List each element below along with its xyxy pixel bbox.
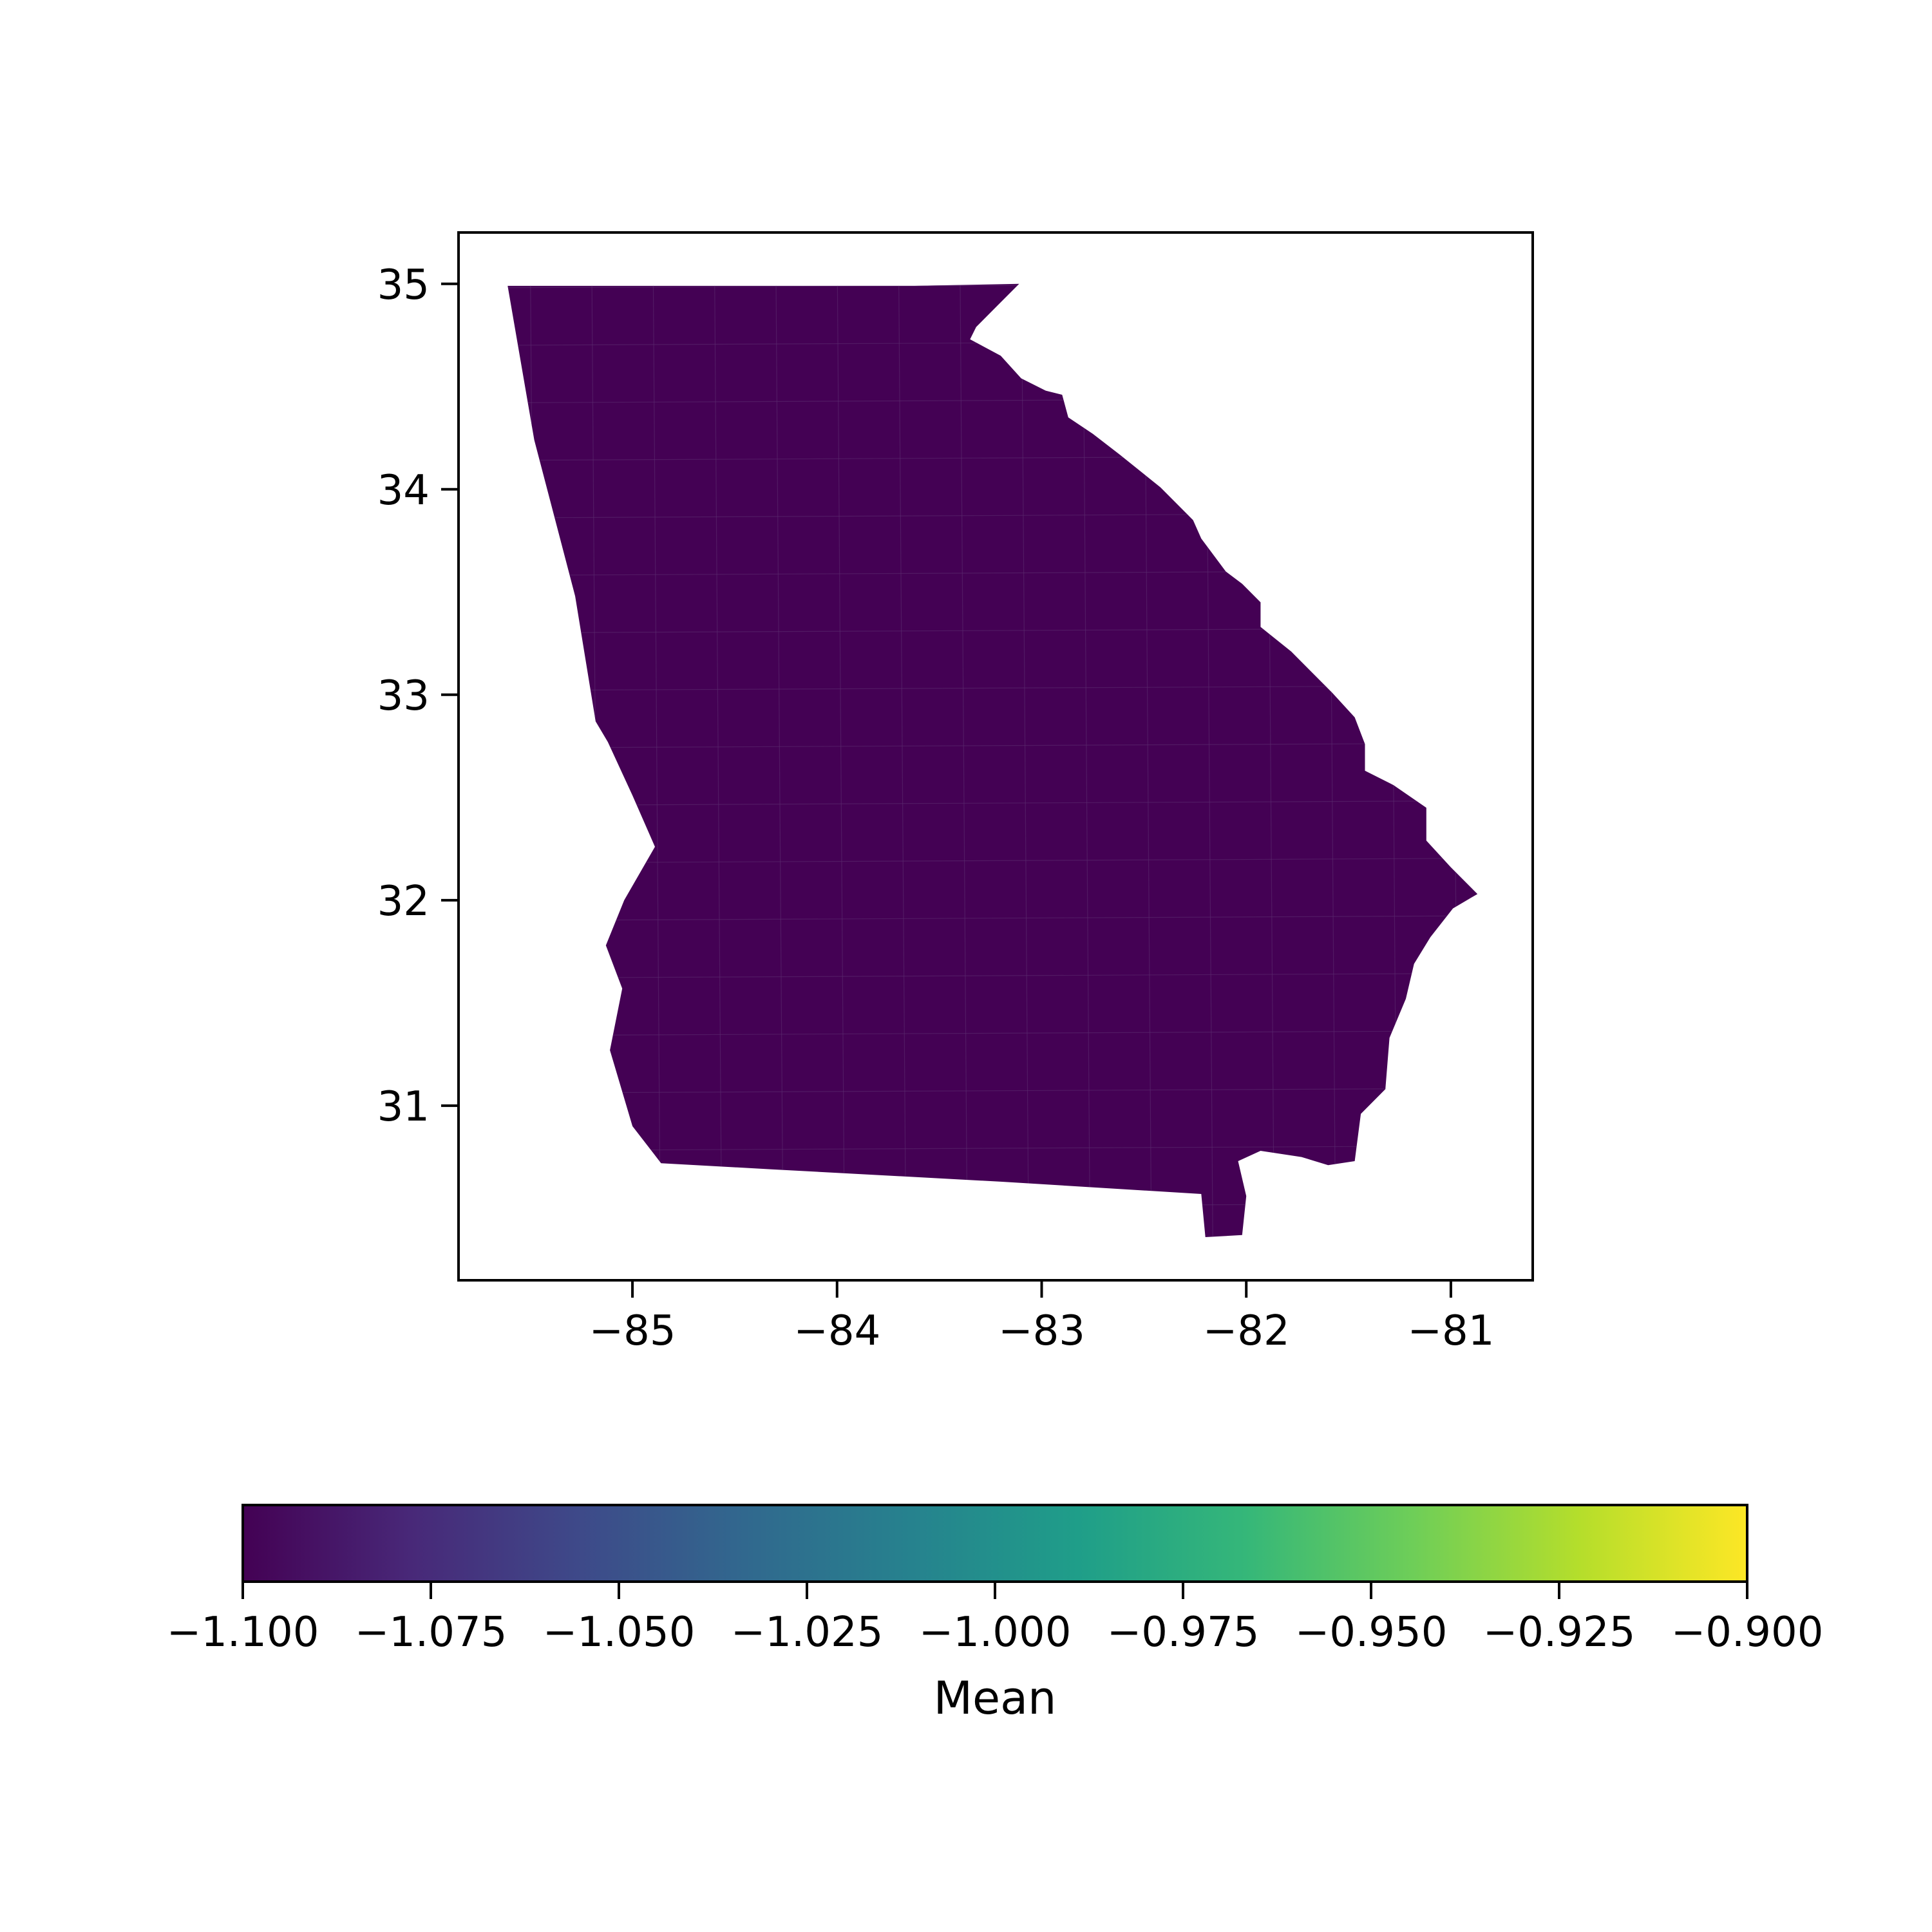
county-boundary-line <box>1389 283 1398 1237</box>
county-boundary-line <box>837 283 846 1237</box>
y-tick-label: 35 <box>377 261 430 309</box>
colorbar-label: Mean <box>934 1672 1057 1725</box>
colorbar-tick-label: −0.950 <box>1295 1609 1448 1656</box>
county-boundary-line <box>507 1030 1478 1036</box>
county-boundary-line <box>1021 283 1030 1237</box>
county-boundary-line <box>507 1202 1478 1209</box>
x-tick-label: −85 <box>589 1307 676 1355</box>
colorbar: −1.100 −1.075 −1.050 −1.025 −1.000 −0.975 −0.9… <box>167 1504 1824 1725</box>
colorbar-tick-label: −1.075 <box>355 1609 507 1656</box>
y-tick-label: 33 <box>377 672 430 720</box>
county-boundary-line <box>1450 283 1459 1237</box>
county-boundary-line <box>507 743 1478 749</box>
county-boundary-line <box>507 283 1478 289</box>
colorbar-tick-label: −0.900 <box>1671 1609 1824 1656</box>
county-boundary-line <box>714 283 723 1237</box>
x-tick-label: −83 <box>998 1307 1085 1355</box>
county-boundary-line <box>507 972 1478 979</box>
y-tick-label: 31 <box>377 1083 430 1131</box>
y-tick-label: 32 <box>377 878 430 925</box>
x-tick-label: −84 <box>793 1307 880 1355</box>
county-boundary-line <box>507 915 1478 922</box>
x-axis-ticks: −85 −84 −83 −82 −81 <box>589 1280 1494 1355</box>
axes-frame <box>457 231 1534 1282</box>
county-boundary-line <box>652 283 661 1237</box>
y-axis-ticks: 31 32 33 34 35 <box>377 261 459 1131</box>
county-boundary-line <box>507 1088 1478 1094</box>
county-boundary-line <box>775 283 784 1237</box>
county-boundary-line <box>959 283 969 1237</box>
x-tick-label: −81 <box>1407 1307 1494 1355</box>
map-axes: −85 −84 −83 −82 −81 31 32 33 34 35 <box>377 231 1534 1355</box>
colorbar-gradient <box>242 1504 1748 1583</box>
colorbar-ticks: −1.100 −1.075 −1.050 −1.025 −1.000 −0.975 −0.9… <box>167 1582 1824 1656</box>
colorbar-tick-label: −0.975 <box>1107 1609 1260 1656</box>
georgia-state-shape <box>507 283 1478 1237</box>
colorbar-tick-label: −1.000 <box>919 1609 1072 1656</box>
colorbar-tick-label: −1.050 <box>543 1609 696 1656</box>
colorbar-tick-label: −1.025 <box>731 1609 884 1656</box>
county-boundary-line <box>507 800 1478 806</box>
colorbar-tick-label: −0.925 <box>1483 1609 1636 1656</box>
y-tick-label: 34 <box>377 467 430 515</box>
colorbar-tick-label: −1.100 <box>167 1609 319 1656</box>
x-tick-label: −82 <box>1203 1307 1290 1355</box>
county-boundary-line <box>898 283 907 1237</box>
